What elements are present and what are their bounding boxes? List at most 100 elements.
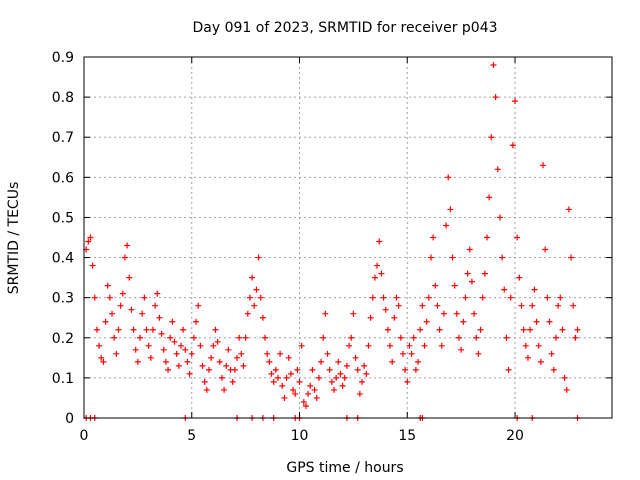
data-point	[455, 334, 462, 341]
data-point	[240, 362, 247, 369]
data-point	[462, 294, 469, 301]
y-tick-label: 0.4	[52, 251, 74, 267]
data-point	[201, 378, 208, 385]
data-point	[365, 342, 372, 349]
data-point	[546, 318, 553, 325]
data-point	[374, 262, 381, 269]
data-point	[203, 386, 210, 393]
data-point	[430, 234, 437, 241]
data-point	[91, 294, 98, 301]
data-point	[124, 242, 131, 249]
data-point	[354, 366, 361, 373]
data-point	[492, 94, 499, 101]
data-point	[113, 350, 120, 357]
data-point	[111, 334, 118, 341]
data-point	[369, 294, 376, 301]
data-point	[85, 238, 92, 245]
data-point	[162, 358, 169, 365]
data-point	[533, 318, 540, 325]
data-point	[346, 342, 353, 349]
data-point	[313, 394, 320, 401]
data-point	[223, 362, 230, 369]
data-point	[229, 378, 236, 385]
data-point	[555, 302, 562, 309]
data-point	[320, 334, 327, 341]
data-point	[199, 362, 206, 369]
data-point	[563, 386, 570, 393]
data-point	[311, 386, 318, 393]
data-point	[318, 358, 325, 365]
data-point	[106, 294, 113, 301]
data-point	[158, 330, 165, 337]
data-point	[234, 354, 241, 361]
data-point	[214, 338, 221, 345]
data-point	[552, 334, 559, 341]
data-point	[132, 346, 139, 353]
data-point	[443, 222, 450, 229]
data-point	[339, 382, 346, 389]
data-point	[195, 302, 202, 309]
data-point	[367, 314, 374, 321]
x-tick-label: 15	[398, 428, 416, 444]
data-point	[216, 358, 223, 365]
data-point	[152, 302, 159, 309]
data-point	[147, 354, 154, 361]
data-point	[257, 294, 264, 301]
data-point	[421, 342, 428, 349]
data-point	[559, 326, 566, 333]
data-point	[212, 326, 219, 333]
data-point	[279, 382, 286, 389]
data-point	[117, 302, 124, 309]
data-point	[145, 342, 152, 349]
data-point	[221, 386, 228, 393]
data-point	[527, 326, 534, 333]
data-point	[186, 370, 193, 377]
data-point	[501, 286, 508, 293]
data-point	[399, 350, 406, 357]
y-tick-label: 0.6	[52, 170, 74, 186]
chart-title: Day 091 of 2023, SRMTID for receiver p04…	[192, 20, 497, 36]
data-point	[509, 142, 516, 149]
y-tick-label: 0.9	[52, 50, 74, 66]
data-point	[363, 370, 370, 377]
data-point	[387, 342, 394, 349]
data-point	[419, 302, 426, 309]
data-point	[468, 278, 475, 285]
data-point	[570, 302, 577, 309]
data-point	[89, 262, 96, 269]
data-point	[335, 358, 342, 365]
data-point	[481, 270, 488, 277]
data-point	[236, 334, 243, 341]
data-point	[427, 254, 434, 261]
data-point	[242, 334, 249, 341]
data-point	[503, 334, 510, 341]
data-point	[156, 314, 163, 321]
data-point	[520, 326, 527, 333]
data-point	[188, 350, 195, 357]
data-point	[165, 366, 172, 373]
data-point	[281, 394, 288, 401]
data-point	[137, 334, 144, 341]
data-point	[453, 310, 460, 317]
data-point	[322, 310, 329, 317]
data-point	[531, 286, 538, 293]
data-point	[423, 318, 430, 325]
y-tick-label: 0.7	[52, 130, 74, 146]
data-point	[352, 354, 359, 361]
data-point	[540, 162, 547, 169]
data-point	[440, 310, 447, 317]
data-point	[434, 302, 441, 309]
data-point	[479, 294, 486, 301]
data-point	[436, 326, 443, 333]
data-point	[391, 314, 398, 321]
y-tick-label: 0.1	[52, 371, 74, 387]
data-point	[175, 362, 182, 369]
data-point	[246, 294, 253, 301]
data-point	[169, 318, 176, 325]
data-point	[371, 274, 378, 281]
data-point	[404, 378, 411, 385]
data-point	[475, 350, 482, 357]
data-point	[458, 346, 465, 353]
data-point	[333, 374, 340, 381]
data-point	[298, 342, 305, 349]
